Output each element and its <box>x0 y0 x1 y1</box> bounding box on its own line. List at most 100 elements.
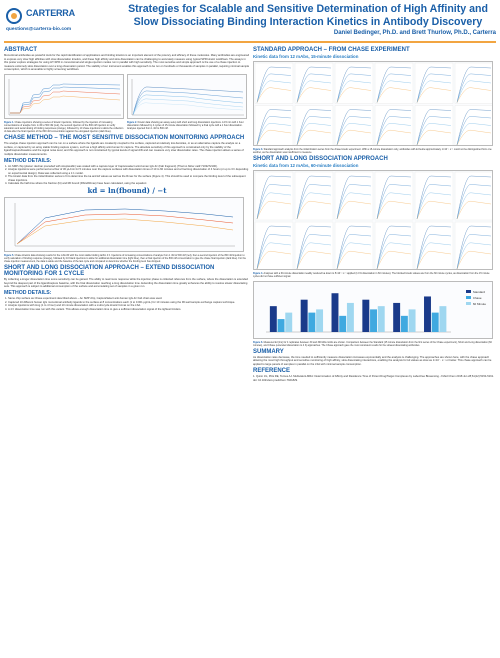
kd-comparison-chart <box>266 292 451 332</box>
sensorgram-curve <box>256 66 292 103</box>
sensorgram-curve <box>336 226 372 270</box>
legend-item: 60 Minute <box>465 301 486 306</box>
sensorgram-panel <box>334 62 374 104</box>
sensorgram-curve <box>256 251 292 270</box>
sensorgram-curve <box>256 130 292 145</box>
sensorgram-curve <box>296 192 332 220</box>
reference-text: 1. Quinn JG, Pitts RE, Ternes AJ. Multiv… <box>253 375 494 382</box>
bar <box>393 302 401 332</box>
sensorgram-curve <box>296 130 332 145</box>
figure-3-grid <box>253 61 493 146</box>
sensorgram-curve <box>376 130 412 145</box>
sensorgram-panel <box>254 105 294 145</box>
sensorgram-curve <box>256 234 292 270</box>
sensorgram-curve <box>336 192 372 220</box>
bar <box>370 308 377 332</box>
figure-6-caption: Figure 6. Measured kd (1/s) for 4 replic… <box>253 340 492 347</box>
short-long-heading: SHORT AND LONG DISSOCIATION APPROACH <box>253 156 388 163</box>
sensorgram-curve <box>376 201 412 220</box>
sensorgram-curve <box>336 123 372 145</box>
sensorgram-curve <box>416 176 452 220</box>
sensorgram-curve <box>376 234 412 270</box>
shortlong-method-item: A 4 h dissociation time was run with thi… <box>8 308 250 312</box>
chase-methods-heading: METHOD DETAILS: <box>4 157 52 164</box>
bar <box>377 305 385 332</box>
carterra-logo-icon <box>6 8 22 24</box>
sensorgram-curve <box>456 242 492 270</box>
sensorgram-curve <box>296 184 332 220</box>
sensorgram-panel <box>294 105 334 145</box>
sensorgram-curve <box>456 123 492 145</box>
sensorgram-curve <box>296 80 332 103</box>
sensorgram-panel <box>334 105 374 145</box>
sensorgram-curve <box>336 234 372 270</box>
contact-email[interactable]: questions@carterra-bio.com <box>6 27 72 32</box>
sensorgram-panel <box>254 172 294 221</box>
sensorgram-curve <box>416 66 452 103</box>
sensorgram-panel <box>254 62 294 104</box>
bar <box>285 312 293 332</box>
sensorgram-curve <box>256 184 292 220</box>
sensorgram-curve <box>256 123 292 145</box>
sensorgram-curve <box>336 109 372 145</box>
sensorgram-curve <box>376 242 412 270</box>
short-long-sensorgram-grid <box>254 172 492 270</box>
chase-methods-list: An SMP chip (planar: dextran preceded wi… <box>4 165 250 186</box>
figure-2-caption: Figure 2. Kinetic data showing an assay … <box>127 120 244 131</box>
sensorgram-curve <box>376 73 412 103</box>
sensorgram-curve <box>336 73 372 103</box>
figure-2 <box>127 73 247 119</box>
sensorgram-curve <box>416 87 452 103</box>
sensorgram-curve <box>376 87 412 103</box>
sensorgram-panel <box>414 105 454 145</box>
sensorgram-curve <box>336 87 372 103</box>
sensorgram-curve <box>456 251 492 270</box>
bar <box>362 299 370 332</box>
sensorgram-curve <box>416 73 452 103</box>
figure-3-caption: Figure 3. Standard approach analysis fro… <box>253 148 492 155</box>
sensorgram-curve <box>376 116 412 145</box>
sensorgram-panel <box>374 172 414 221</box>
bar <box>431 312 439 332</box>
sensorgram-curve <box>336 66 372 103</box>
sensorgram-curve <box>456 234 492 270</box>
sensorgram-curve <box>376 226 412 270</box>
bar <box>339 315 347 332</box>
sensorgram-curve <box>376 251 412 270</box>
sensorgram-curve <box>416 234 452 270</box>
sensorgram-curve <box>296 109 332 145</box>
sensorgram-curve <box>456 116 492 145</box>
chase-method-item: Calculate the half-time where the fracti… <box>8 182 250 186</box>
sensorgram-curve <box>416 192 452 220</box>
legend-item: Chase <box>465 295 486 300</box>
left-column: ABSTRACT Monoclonal antibodies as powerf… <box>4 45 250 311</box>
sensorgram-curve <box>256 192 292 220</box>
sensorgram-curve <box>376 176 412 220</box>
sensorgram-curve <box>296 116 332 145</box>
sensorgram-curve <box>296 226 332 270</box>
sensorgram-curve <box>256 226 292 270</box>
short-long-sensorgram <box>131 78 244 116</box>
sensorgram-curve <box>376 123 412 145</box>
chase-fit-chart <box>14 202 235 247</box>
bar <box>424 295 431 332</box>
sensorgram-curve <box>336 201 372 220</box>
sensorgram-curve <box>456 109 492 145</box>
sensorgram-panel <box>374 222 414 270</box>
sensorgram-curve <box>376 109 412 145</box>
bar <box>269 305 277 332</box>
short-long-subheading: Kinetic data from 12 mAbs, 60-minute dis… <box>253 163 359 169</box>
chase-sensorgram <box>8 78 121 116</box>
sensorgram-curve <box>256 242 292 270</box>
bar <box>277 318 285 332</box>
chase-method-item: The kinetic data from the initial titrat… <box>8 175 250 182</box>
sensorgram-curve <box>256 80 292 103</box>
sensorgram-curve <box>256 87 292 103</box>
sensorgram-curve <box>296 87 332 103</box>
sensorgram-curve <box>336 184 372 220</box>
chase-text: The analyte chase injection approach can… <box>4 142 244 156</box>
bar <box>316 308 324 332</box>
sensorgram-panel <box>334 222 374 270</box>
sensorgram-panel <box>414 62 454 104</box>
sensorgram-curve <box>416 184 452 220</box>
